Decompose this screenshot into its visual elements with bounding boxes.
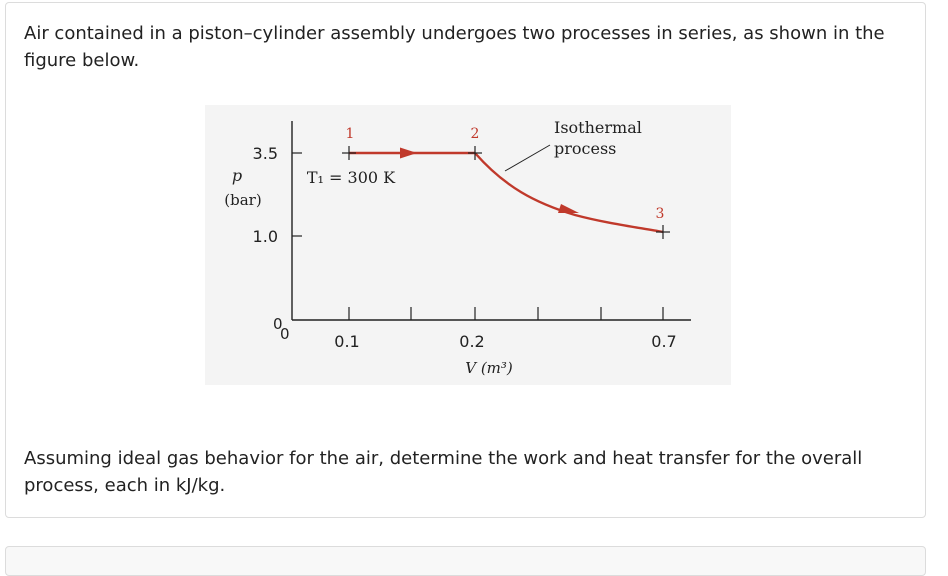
y-axis-unit: (bar) (224, 191, 261, 209)
process-2-3-arrow (558, 204, 579, 213)
annotation-process: process (554, 139, 616, 158)
y-axis-symbol: p (232, 166, 242, 185)
y-origin-label: 0 (273, 315, 283, 333)
temperature-label: T₁ = 300 K (307, 168, 396, 187)
x-tick-label-0-2: 0.2 (459, 332, 484, 351)
annotation-isothermal: Isothermal (554, 118, 642, 137)
x-axis-label: V (m³) (465, 359, 513, 377)
y-tick-label-3-5: 3.5 (253, 144, 278, 163)
state-3-label: 3 (656, 206, 665, 222)
next-card-edge (5, 546, 926, 576)
annotation-leader-line (504, 144, 551, 172)
y-tick-label-1-0: 1.0 (253, 227, 278, 246)
process-2-3-curve (474, 152, 664, 234)
process-1-2-arrow (400, 147, 417, 159)
x-tick-label-0-7: 0.7 (651, 332, 676, 351)
state-2-label: 2 (471, 126, 480, 142)
problem-intro-text: Air contained in a piston–cylinder assem… (24, 23, 885, 71)
state-1-label: 1 (346, 126, 355, 142)
problem-question-text: Assuming ideal gas behavior for the air,… (24, 448, 863, 496)
x-tick-label-0-1: 0.1 (334, 332, 359, 351)
pv-diagram-svg: 3.5 1.0 p (bar) 0 0 0.1 0.2 0.7 V (m³) 1… (205, 105, 731, 385)
pv-diagram: 3.5 1.0 p (bar) 0 0 0.1 0.2 0.7 V (m³) 1… (205, 105, 731, 385)
x-origin-label: 0 (280, 325, 290, 343)
